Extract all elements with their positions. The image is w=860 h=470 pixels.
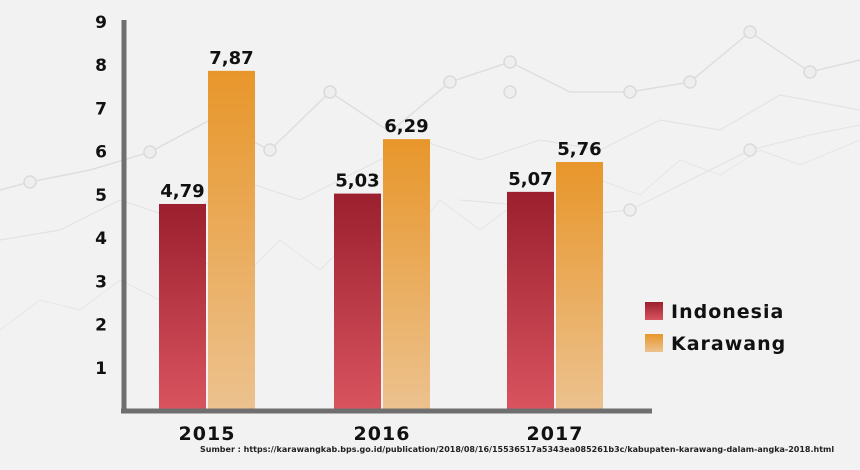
value-label-indonesia-2016: 5,03	[335, 171, 379, 192]
y-tick-label: 1	[95, 359, 107, 379]
bar-indonesia-2016	[334, 193, 381, 411]
y-tick-label: 8	[95, 56, 107, 76]
y-axis-ticks: 1 2 3 4 5 6 7 8 9	[95, 13, 107, 379]
legend-label-karawang: Karawang	[671, 333, 786, 355]
value-label-karawang-2017: 5,76	[557, 139, 601, 160]
y-tick-label: 3	[95, 272, 107, 292]
x-tick-label: 2016	[354, 423, 411, 445]
bar-indonesia-2017	[507, 191, 554, 411]
y-tick-label: 4	[95, 229, 107, 249]
x-tick-label: 2015	[179, 423, 236, 445]
legend-swatch-karawang	[645, 334, 663, 352]
value-label-karawang-2015: 7,87	[209, 48, 253, 69]
value-label-indonesia-2017: 5,07	[508, 169, 552, 190]
bar-karawang-2017	[556, 162, 603, 411]
bar-karawang-2016	[383, 139, 430, 412]
bar-indonesia-2015	[159, 203, 206, 411]
y-tick-label: 9	[95, 13, 107, 33]
legend-label-indonesia: Indonesia	[671, 301, 784, 323]
bars	[159, 70, 603, 412]
x-axis-ticks: 2015 2016 2017	[179, 423, 584, 445]
source-note: Sumber : https://karawangkab.bps.go.id/p…	[200, 445, 835, 454]
value-label-indonesia-2015: 4,79	[160, 181, 204, 202]
background-decoration	[0, 25, 860, 331]
bar-karawang-2015	[208, 70, 255, 411]
y-tick-label: 5	[95, 186, 107, 206]
x-tick-label: 2017	[527, 423, 584, 445]
y-tick-label: 6	[95, 143, 107, 163]
legend: Indonesia Karawang	[645, 301, 786, 355]
value-label-karawang-2016: 6,29	[384, 116, 428, 137]
legend-swatch-indonesia	[645, 302, 663, 320]
y-tick-label: 2	[95, 316, 107, 336]
y-tick-label: 7	[95, 99, 107, 119]
value-labels: 4,79 7,87 5,03 6,29 5,075,76	[160, 48, 601, 202]
